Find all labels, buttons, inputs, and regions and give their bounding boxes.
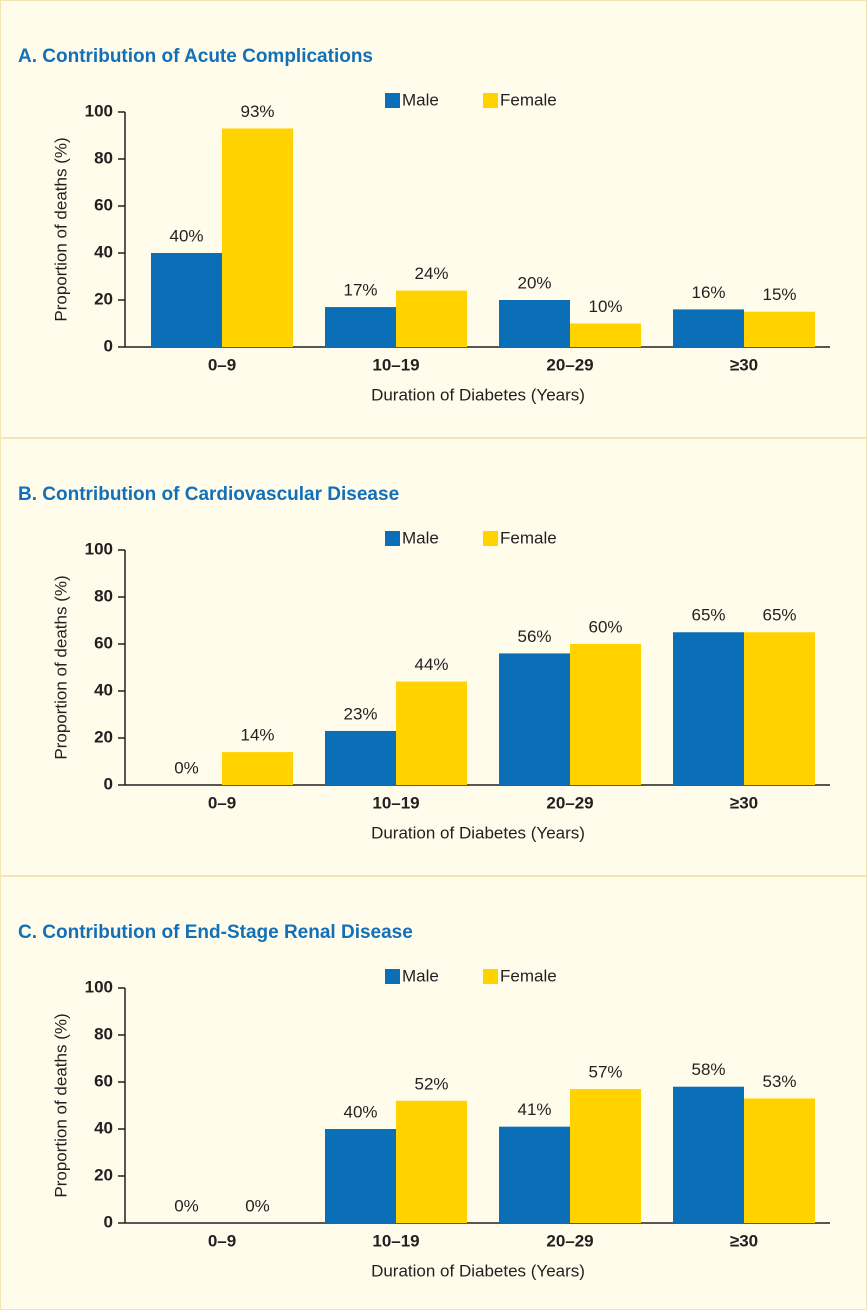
value-label: 44% — [414, 655, 448, 674]
bar — [499, 1126, 570, 1223]
legend-swatch — [483, 531, 498, 546]
legend-swatch — [483, 969, 498, 984]
x-axis-label: Duration of Diabetes (Years) — [371, 823, 585, 842]
legend-label: Female — [500, 966, 557, 985]
bar — [396, 1100, 467, 1223]
bar — [396, 681, 467, 785]
y-tick-label: 80 — [94, 1024, 113, 1043]
bar — [570, 1089, 641, 1223]
y-tick-label: 40 — [94, 1118, 113, 1137]
value-label: 40% — [169, 226, 203, 245]
bar — [570, 644, 641, 785]
bar — [673, 309, 744, 347]
x-tick-label: ≥30 — [730, 355, 758, 374]
bar — [673, 632, 744, 785]
y-tick-label: 40 — [94, 242, 113, 261]
bar — [325, 1129, 396, 1223]
value-label: 93% — [240, 102, 274, 121]
legend-label: Male — [402, 528, 439, 547]
x-tick-label: 10–19 — [372, 793, 419, 812]
legend-swatch — [483, 93, 498, 108]
legend-label: Female — [500, 90, 557, 109]
bar — [744, 1098, 815, 1223]
bar — [744, 632, 815, 785]
y-tick-label: 60 — [94, 195, 113, 214]
bar — [222, 128, 293, 347]
y-axis-label: Proportion of deaths (%) — [51, 1013, 70, 1197]
x-tick-label: 10–19 — [372, 355, 419, 374]
value-label: 65% — [691, 606, 725, 625]
y-axis-label: Proportion of deaths (%) — [51, 575, 70, 759]
value-label: 0% — [174, 1196, 199, 1215]
x-tick-label: 20–29 — [546, 355, 593, 374]
x-tick-label: 0–9 — [208, 355, 236, 374]
y-tick-label: 100 — [85, 101, 113, 120]
bar — [325, 730, 396, 785]
bar — [222, 752, 293, 785]
value-label: 15% — [762, 285, 796, 304]
x-axis-label: Duration of Diabetes (Years) — [371, 385, 585, 404]
value-label: 60% — [588, 617, 622, 636]
y-tick-label: 20 — [94, 1165, 113, 1184]
chart-title: A. Contribution of Acute Complications — [18, 46, 373, 67]
x-tick-label: 0–9 — [208, 793, 236, 812]
value-label: 14% — [240, 726, 274, 745]
y-tick-label: 80 — [94, 586, 113, 605]
panel — [0, 0, 867, 438]
bar — [499, 300, 570, 347]
value-label: 24% — [414, 264, 448, 283]
x-tick-label: 20–29 — [546, 1231, 593, 1250]
legend-swatch — [385, 93, 400, 108]
bar — [396, 290, 467, 347]
x-tick-label: ≥30 — [730, 1231, 758, 1250]
y-axis-label: Proportion of deaths (%) — [51, 137, 70, 321]
y-tick-label: 40 — [94, 680, 113, 699]
y-tick-label: 100 — [85, 977, 113, 996]
y-tick-label: 0 — [104, 774, 113, 793]
bar — [744, 311, 815, 347]
y-tick-label: 20 — [94, 727, 113, 746]
y-tick-label: 60 — [94, 633, 113, 652]
legend-swatch — [385, 969, 400, 984]
value-label: 10% — [588, 297, 622, 316]
y-tick-label: 60 — [94, 1071, 113, 1090]
y-tick-label: 0 — [104, 1212, 113, 1231]
legend-label: Female — [500, 528, 557, 547]
x-tick-label: 0–9 — [208, 1231, 236, 1250]
value-label: 23% — [343, 704, 377, 723]
x-axis-label: Duration of Diabetes (Years) — [371, 1261, 585, 1280]
value-label: 41% — [517, 1100, 551, 1119]
value-label: 57% — [588, 1063, 622, 1082]
x-tick-label: ≥30 — [730, 793, 758, 812]
chart-title: B. Contribution of Cardiovascular Diseas… — [18, 484, 399, 505]
value-label: 52% — [414, 1074, 448, 1093]
legend-label: Male — [402, 90, 439, 109]
bar — [325, 307, 396, 347]
chart-title: C. Contribution of End-Stage Renal Disea… — [18, 922, 413, 943]
y-tick-label: 100 — [85, 539, 113, 558]
value-label: 65% — [762, 606, 796, 625]
value-label: 16% — [691, 283, 725, 302]
bar — [151, 253, 222, 347]
x-tick-label: 10–19 — [372, 1231, 419, 1250]
legend-swatch — [385, 531, 400, 546]
value-label: 58% — [691, 1060, 725, 1079]
y-tick-label: 80 — [94, 148, 113, 167]
value-label: 17% — [343, 281, 377, 300]
value-label: 0% — [245, 1196, 270, 1215]
bar — [499, 653, 570, 785]
value-label: 20% — [517, 273, 551, 292]
y-tick-label: 0 — [104, 336, 113, 355]
value-label: 56% — [517, 627, 551, 646]
value-label: 40% — [343, 1102, 377, 1121]
bar — [673, 1086, 744, 1223]
value-label: 53% — [762, 1072, 796, 1091]
y-tick-label: 20 — [94, 289, 113, 308]
bar — [570, 323, 641, 347]
x-tick-label: 20–29 — [546, 793, 593, 812]
value-label: 0% — [174, 758, 199, 777]
legend-label: Male — [402, 966, 439, 985]
